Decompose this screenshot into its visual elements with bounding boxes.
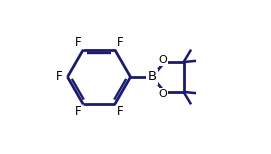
- Text: F: F: [75, 36, 82, 49]
- Text: B: B: [147, 71, 157, 83]
- Text: F: F: [56, 71, 62, 83]
- Text: F: F: [117, 105, 123, 118]
- Text: O: O: [159, 89, 167, 99]
- Text: O: O: [159, 55, 167, 65]
- Text: F: F: [117, 36, 123, 49]
- Text: F: F: [75, 105, 82, 118]
